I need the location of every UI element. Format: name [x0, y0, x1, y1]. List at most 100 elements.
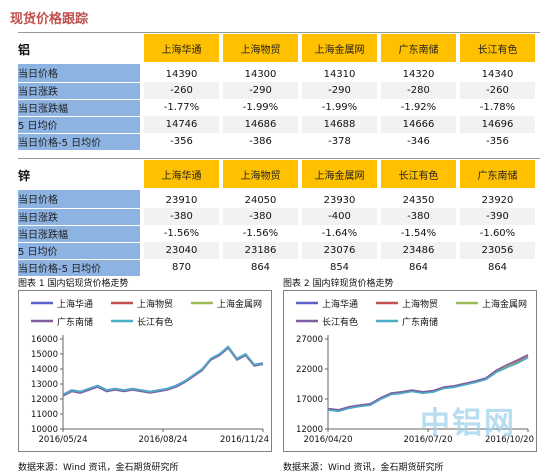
row-label: 当日价格 — [18, 190, 142, 209]
zinc-price-table: 锌 上海华通 上海物贸 上海金属网 长江有色 广东南储 当日价格 23910 240… — [18, 160, 535, 277]
table-cell: -390 — [456, 208, 535, 225]
x-tick-label: 2016/08/24 — [139, 435, 188, 445]
row-label: 当日涨跌幅 — [18, 99, 142, 117]
table-cell: -1.92% — [377, 99, 458, 116]
table-cell: 24350 — [377, 190, 458, 208]
y-tick-label: 12000 — [31, 395, 58, 405]
table-row: 当日涨跌幅 -1.56% -1.56% -1.64% -1.54% -1.60% — [18, 225, 535, 243]
table-cell: 24050 — [219, 190, 300, 208]
market-header: 长江有色 — [456, 34, 535, 66]
table-cell: -356 — [140, 133, 221, 150]
table-cell: 23076 — [298, 242, 379, 259]
table-cell: -1.64% — [298, 225, 379, 242]
legend-label: 上海物贸 — [137, 298, 173, 310]
table-row: 当日涨跌幅 -1.77% -1.99% -1.99% -1.92% -1.78% — [18, 99, 535, 117]
table-cell: 23056 — [456, 242, 535, 259]
table-cell: -400 — [298, 208, 379, 225]
legend-label: 长江有色 — [137, 316, 173, 328]
x-tick-label: 2016/07/20 — [404, 435, 453, 445]
legend-label: 广东南储 — [57, 316, 93, 328]
table-cell: -380 — [219, 208, 300, 225]
table-cell: -386 — [219, 133, 300, 150]
market-header: 长江有色 — [377, 160, 458, 192]
table-cell: 854 — [298, 259, 379, 276]
market-header: 上海华通 — [140, 160, 221, 192]
table-cell: -356 — [456, 133, 535, 150]
table-cell: -290 — [219, 82, 300, 99]
table-cell: 23186 — [219, 242, 300, 259]
market-header: 上海物贸 — [219, 34, 300, 66]
table-cell: -1.77% — [140, 99, 221, 116]
table-cell: -280 — [377, 82, 458, 99]
table-cell: 14390 — [140, 64, 221, 82]
y-tick-label: 15000 — [31, 350, 58, 360]
table-row: 当日涨跌 -260 -290 -290 -280 -260 — [18, 82, 535, 100]
table-cell: 864 — [456, 259, 535, 276]
table-cell: 14746 — [140, 116, 221, 133]
market-header: 广东南储 — [377, 34, 458, 66]
series-line — [327, 356, 529, 413]
figure-2-caption: 图表 2 国内锌现货价格走势 — [283, 279, 394, 289]
table-cell: -260 — [456, 82, 535, 99]
table-cell: -380 — [377, 208, 458, 225]
market-header: 广东南储 — [456, 160, 535, 192]
table-cell: 864 — [377, 259, 458, 276]
y-tick-label: 12000 — [296, 425, 323, 435]
table-cell: -290 — [298, 82, 379, 99]
x-tick-label: 2016/04/20 — [304, 435, 353, 445]
table-cell: -378 — [298, 133, 379, 150]
y-tick-label: 10000 — [31, 425, 58, 435]
table-cell: 23920 — [456, 190, 535, 208]
y-tick-label: 14000 — [31, 365, 58, 375]
row-label: 5 日均价 — [18, 116, 142, 134]
watermark-logo: 中铝网 — [420, 406, 516, 441]
market-header: 上海金属网 — [298, 34, 379, 66]
table-cell: -1.54% — [377, 225, 458, 242]
legend-label: 上海华通 — [322, 298, 358, 310]
table-cell: -380 — [140, 208, 221, 225]
table-cell: -1.78% — [456, 99, 535, 116]
table-row: 当日价格-5 日均价 870 864 854 864 864 — [18, 259, 535, 277]
table-cell: 870 — [140, 259, 221, 276]
row-label: 当日价格 — [18, 64, 142, 83]
series-line — [327, 354, 529, 411]
legend-label: 上海华通 — [57, 298, 93, 310]
table-row: 当日价格 14390 14300 14310 14320 14340 — [18, 64, 535, 83]
table-cell: -260 — [140, 82, 221, 99]
series-line — [62, 345, 264, 396]
table-row: 5 日均价 14746 14686 14688 14666 14696 — [18, 116, 535, 134]
row-label: 当日涨跌 — [18, 82, 142, 100]
table-row: 当日价格 23910 24050 23930 24350 23920 — [18, 190, 535, 209]
source-note: 数据来源：Wind 资讯，金石期货研究所 — [283, 463, 444, 473]
table-cell: 14340 — [456, 64, 535, 82]
market-header: 上海华通 — [140, 34, 221, 66]
table-cell: -1.99% — [298, 99, 379, 116]
metal-label: 铝 — [18, 42, 31, 57]
x-tick-label: 2016/11/24 — [220, 435, 269, 445]
legend-label: 上海金属网 — [482, 298, 527, 310]
row-label: 当日涨跌幅 — [18, 225, 142, 243]
table-cell: 14696 — [456, 116, 535, 133]
row-label: 5 日均价 — [18, 242, 142, 260]
page-title: 现货价格跟踪 — [10, 12, 89, 27]
y-tick-label: 17000 — [296, 395, 323, 405]
table-cell: -1.56% — [219, 225, 300, 242]
metal-label: 锌 — [18, 168, 31, 183]
table-cell: -1.60% — [456, 225, 535, 242]
aluminum-price-table: 铝 上海华通 上海物贸 上海金属网 广东南储 长江有色 当日价格 14390 143… — [18, 34, 535, 151]
y-tick-label: 27000 — [296, 335, 323, 345]
y-tick-label: 22000 — [296, 365, 323, 375]
aluminum-price-chart: 上海华通 上海物贸 上海金属网 广东南储 长江有色 10000 11000 12000 1300… — [18, 290, 272, 452]
table-cell: -1.56% — [140, 225, 221, 242]
table-cell: 14300 — [219, 64, 300, 82]
table-row: 5 日均价 23040 23186 23076 23486 23056 — [18, 242, 535, 260]
market-header: 上海物贸 — [219, 160, 300, 192]
x-tick-label: 2016/10/20 — [485, 435, 534, 445]
table-row: 当日价格-5 日均价 -356 -386 -378 -346 -356 — [18, 133, 535, 151]
figure-1-caption: 图表 1 国内铝现货价格走势 — [18, 279, 129, 289]
zinc-price-chart: 上海华通 上海物贸 上海金属网 长江有色 广东南储 12000 17000 22000 2700… — [283, 290, 537, 452]
y-tick-label: 11000 — [31, 410, 58, 420]
table-cell: 23486 — [377, 242, 458, 259]
